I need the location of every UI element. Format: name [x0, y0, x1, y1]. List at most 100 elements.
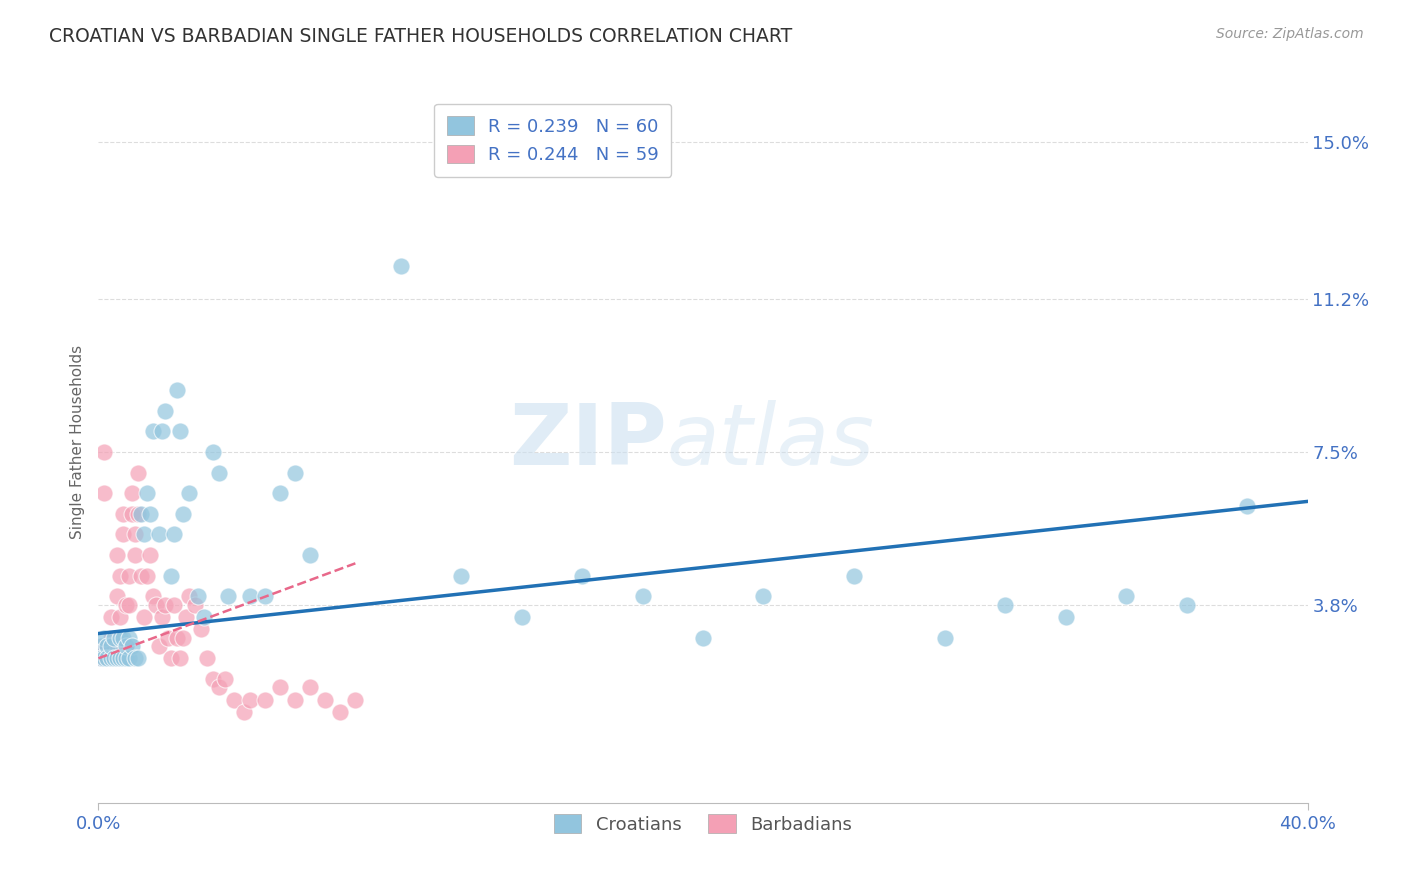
- Point: [124, 548, 146, 562]
- Legend: Croatians, Barbadians: Croatians, Barbadians: [543, 804, 863, 845]
- Point: [90, 651, 112, 665]
- Point: [299, 548, 322, 562]
- Text: atlas: atlas: [666, 400, 875, 483]
- Text: ZIP: ZIP: [509, 400, 666, 483]
- Point: [118, 568, 141, 582]
- Point: [103, 631, 125, 645]
- Point: [224, 692, 246, 706]
- Point: [1054, 610, 1077, 624]
- Point: [510, 610, 533, 624]
- Point: [118, 598, 141, 612]
- Point: [193, 610, 215, 624]
- Point: [105, 590, 128, 604]
- Point: [129, 568, 152, 582]
- Point: [114, 651, 136, 665]
- Point: [127, 466, 149, 480]
- Point: [160, 568, 183, 582]
- Point: [93, 445, 115, 459]
- Point: [121, 507, 143, 521]
- Point: [103, 651, 125, 665]
- Point: [631, 590, 654, 604]
- Point: [344, 692, 367, 706]
- Point: [142, 590, 165, 604]
- Point: [166, 383, 188, 397]
- Point: [129, 507, 152, 521]
- Point: [163, 527, 186, 541]
- Point: [132, 527, 155, 541]
- Point: [172, 631, 194, 645]
- Point: [269, 486, 291, 500]
- Point: [111, 507, 134, 521]
- Point: [214, 672, 236, 686]
- Point: [127, 507, 149, 521]
- Y-axis label: Single Father Households: Single Father Households: [69, 344, 84, 539]
- Point: [1175, 598, 1198, 612]
- Point: [269, 680, 291, 694]
- Point: [389, 259, 412, 273]
- Point: [994, 598, 1017, 612]
- Point: [844, 568, 866, 582]
- Point: [179, 486, 201, 500]
- Point: [142, 424, 165, 438]
- Point: [190, 623, 212, 637]
- Point: [124, 651, 146, 665]
- Point: [124, 527, 146, 541]
- Point: [284, 466, 307, 480]
- Point: [96, 651, 118, 665]
- Point: [108, 631, 131, 645]
- Point: [179, 590, 201, 604]
- Point: [1115, 590, 1137, 604]
- Point: [163, 598, 186, 612]
- Point: [752, 590, 775, 604]
- Point: [169, 424, 191, 438]
- Point: [100, 639, 122, 653]
- Point: [132, 610, 155, 624]
- Point: [184, 598, 207, 612]
- Point: [100, 610, 122, 624]
- Point: [100, 631, 122, 645]
- Point: [284, 692, 307, 706]
- Point: [253, 590, 276, 604]
- Point: [160, 651, 183, 665]
- Point: [1236, 499, 1258, 513]
- Point: [139, 548, 162, 562]
- Point: [96, 639, 118, 653]
- Point: [145, 598, 167, 612]
- Point: [150, 610, 173, 624]
- Point: [148, 639, 170, 653]
- Point: [239, 590, 262, 604]
- Point: [90, 639, 112, 653]
- Point: [108, 568, 131, 582]
- Point: [108, 610, 131, 624]
- Point: [93, 486, 115, 500]
- Point: [150, 424, 173, 438]
- Point: [90, 651, 112, 665]
- Point: [118, 631, 141, 645]
- Point: [139, 507, 162, 521]
- Point: [111, 631, 134, 645]
- Point: [217, 590, 239, 604]
- Point: [314, 692, 336, 706]
- Point: [148, 527, 170, 541]
- Point: [111, 651, 134, 665]
- Point: [174, 610, 197, 624]
- Point: [571, 568, 593, 582]
- Point: [172, 507, 194, 521]
- Point: [114, 639, 136, 653]
- Text: Source: ZipAtlas.com: Source: ZipAtlas.com: [1216, 27, 1364, 41]
- Point: [166, 631, 188, 645]
- Point: [114, 598, 136, 612]
- Point: [105, 651, 128, 665]
- Point: [202, 445, 225, 459]
- Point: [127, 651, 149, 665]
- Point: [195, 651, 218, 665]
- Point: [96, 639, 118, 653]
- Point: [934, 631, 956, 645]
- Point: [208, 680, 231, 694]
- Point: [169, 651, 191, 665]
- Point: [239, 692, 262, 706]
- Point: [232, 705, 254, 719]
- Text: CROATIAN VS BARBADIAN SINGLE FATHER HOUSEHOLDS CORRELATION CHART: CROATIAN VS BARBADIAN SINGLE FATHER HOUS…: [49, 27, 793, 45]
- Point: [96, 651, 118, 665]
- Point: [108, 651, 131, 665]
